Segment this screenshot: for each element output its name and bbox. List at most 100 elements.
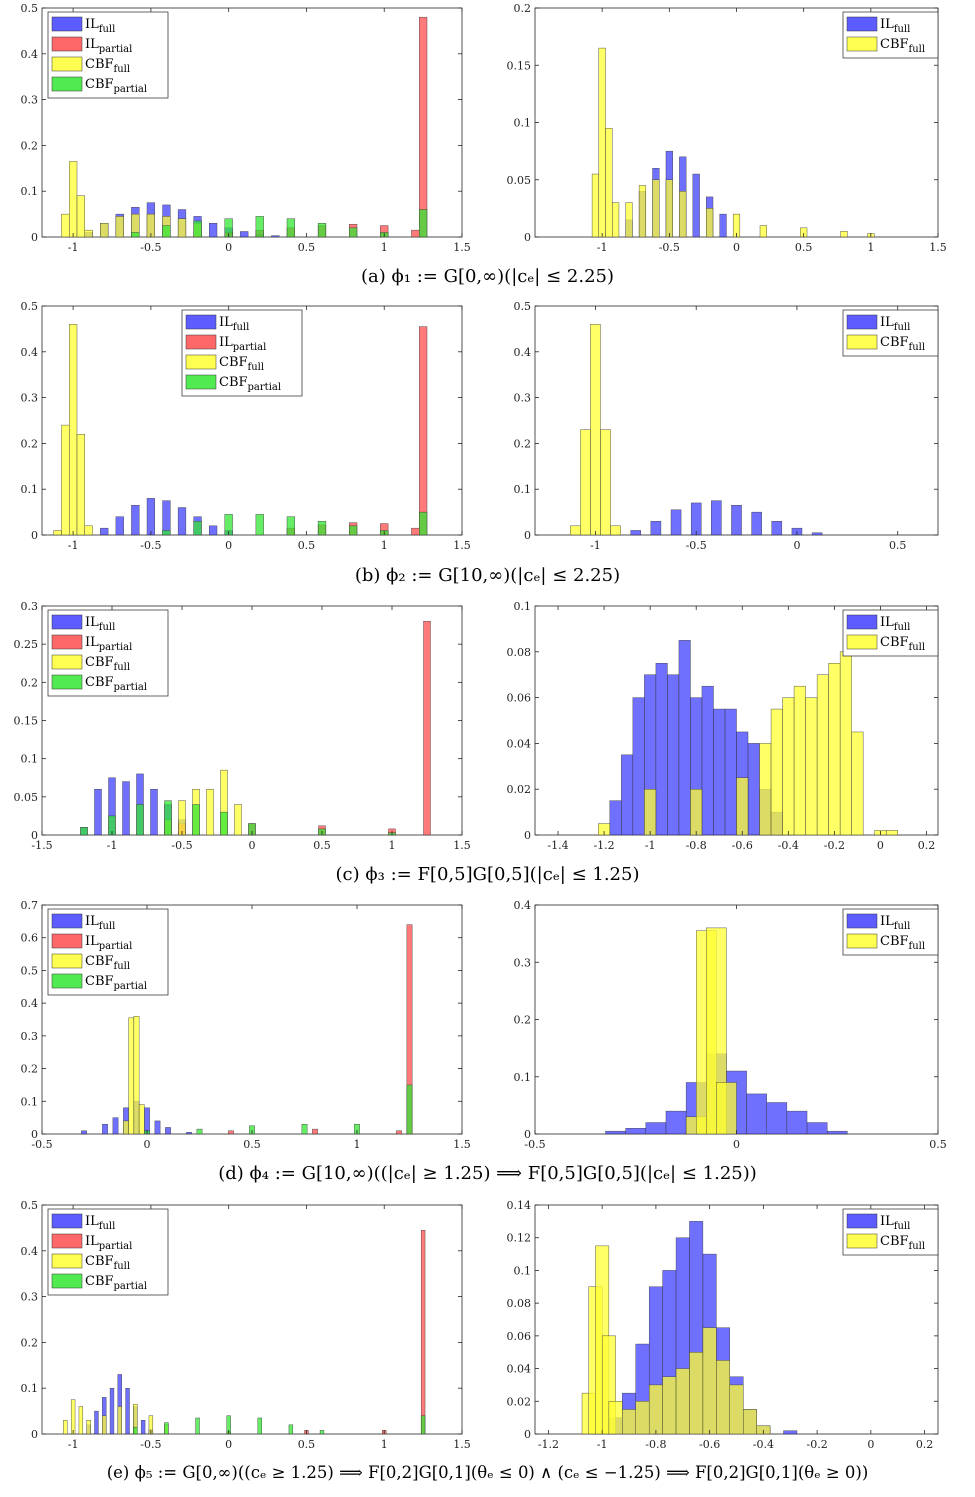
y-tick-label: 0.5 [21,2,39,15]
y-tick-label: 0.25 [14,638,39,651]
bar [644,788,657,836]
legend: ILfull CBFfull [842,11,939,59]
bar [136,804,144,836]
legend-swatch-IL_full [846,913,878,929]
y-tick-label: 0.08 [507,1297,532,1310]
legend-swatch-CBF_partial [185,374,217,390]
bar [319,1430,325,1435]
bar [662,1376,677,1435]
bar [131,505,140,536]
bar [719,213,727,238]
bar [632,697,645,836]
bar [419,326,428,536]
x-tick-label: 0.5 [298,241,316,254]
bar [692,173,700,238]
bar [605,1130,626,1135]
legend-label-CBF_partial: CBFpartial [219,375,281,393]
legend-swatch-CBF_full [846,334,878,350]
bar [670,509,682,536]
series-CBF_partial [80,800,396,836]
x-tick-label: 1 [389,839,396,852]
y-tick-label: 0.05 [507,174,532,187]
bar [713,708,726,836]
y-tick-label: 0 [31,1128,38,1141]
legend-label-CBF_full: CBFfull [880,635,925,653]
bar [610,525,621,536]
bar [689,1352,704,1435]
bar [61,424,70,536]
legend-label-IL_full: ILfull [85,615,115,633]
y-tick-label: 0.2 [21,1336,39,1349]
bar [701,685,714,836]
bar [675,1368,690,1435]
bar [312,1128,318,1135]
bar [53,530,62,536]
bar [193,220,202,238]
bar [600,429,611,536]
x-tick-label: -1 [590,539,601,552]
legend-label-IL_full: ILfull [85,1214,115,1232]
legend-label-CBF_full: CBFfull [85,655,130,673]
bar [178,800,186,836]
bar [638,185,647,238]
series-CBF_full [570,324,621,536]
bar [724,708,737,836]
legend-label-CBF_partial: CBFpartial [85,974,147,992]
x-tick-label: -0.8 [645,1438,666,1451]
legend-label-CBF_partial: CBFpartial [85,1274,147,1292]
bar [154,1120,161,1135]
bar [115,516,124,536]
y-tick-label: 0.5 [21,300,39,313]
bar [782,697,795,836]
x-tick-label: -0.5 [140,1438,161,1451]
legend-swatch-IL_partial [51,36,83,52]
bar [138,1104,145,1135]
legend-swatch-IL_partial [51,933,83,949]
bar [109,1387,115,1435]
x-tick-label: -1.2 [538,1438,559,1451]
legend-label-IL_full: ILfull [880,17,910,35]
y-tick-label: 0.2 [21,437,39,450]
y-tick-label: 0.08 [507,646,532,659]
legend-swatch-IL_full [51,16,83,32]
series-CBF_full [685,927,737,1135]
x-tick-label: -1.4 [547,839,568,852]
y-tick-label: 0.3 [21,94,39,107]
bar [746,1093,767,1135]
x-tick-label: -1 [597,241,608,254]
y-tick-label: 0.15 [14,715,39,728]
chart-d-left: 0 0.1 0.2 0.3 0.4 0.5 0.6 0.7 -0.5 0 0.5 1 1.5 ILfull… [0,897,471,1159]
caption-d: (d) ϕ₄ := G[10,∞)((|cₑ| ≥ 1.25) ⟹ F[0,5]… [218,1163,757,1184]
bar [771,521,783,536]
bar [84,525,93,536]
x-tick-label: -0.5 [140,539,161,552]
bar [423,621,431,836]
x-tick-label: 0 [144,1138,151,1151]
caption-e: (e) ϕ₅ := G[0,∞)((cₑ ≥ 1.25) ⟹ F[0,2]G[0… [106,1463,869,1482]
bar [150,788,158,836]
bar [622,1409,636,1435]
bar [84,229,93,238]
bar [811,532,823,536]
x-tick-label: -0.5 [140,241,161,254]
chart-b-right: 0 0.1 0.2 0.3 0.4 0.5 -1 -0.5 0 0.5 ILfull CBFfull [490,298,975,560]
bar [743,1409,757,1435]
bar [839,651,852,836]
bar [667,674,680,836]
x-tick-label: -1 [68,1438,79,1451]
bar [234,804,242,836]
bar [591,173,600,238]
bar [621,754,634,836]
bar [716,1360,730,1435]
y-tick-label: 0 [524,829,531,842]
legend: ILfull ILpartial CBFfull CBFpartial [47,908,169,996]
x-tick-label: 1 [381,241,388,254]
x-tick-label: -0.8 [686,839,707,852]
bar [635,1401,650,1435]
bar [177,218,187,238]
y-tick-label: 0.12 [507,1232,532,1245]
bar [100,527,109,536]
bar [196,1128,203,1135]
bar [288,1424,294,1435]
bar [133,1016,140,1135]
